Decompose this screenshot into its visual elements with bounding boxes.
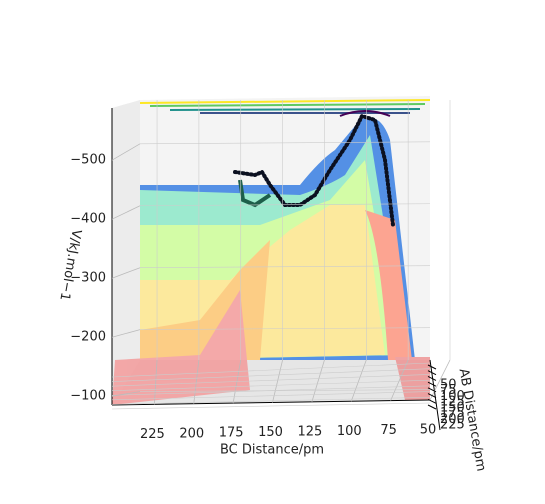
contours [139, 99, 431, 117]
z-tick-label: −200 [70, 330, 106, 345]
grid-line [111, 362, 431, 378]
grid-line [139, 327, 431, 330]
grid-line [111, 374, 431, 387]
contour [149, 103, 426, 107]
x-tick-label: 225 [140, 427, 165, 442]
y-tick-label: 125 [440, 395, 465, 410]
x-tick-label: 200 [179, 426, 204, 441]
grid-line [111, 391, 431, 401]
grid-line [111, 396, 431, 405]
trajectory [238, 179, 272, 208]
trajectory [233, 113, 395, 227]
contour [139, 99, 431, 104]
y-tick-label: 175 [440, 406, 465, 421]
z-tick-label: −500 [70, 153, 106, 168]
x-tick-label: 175 [219, 426, 244, 441]
grid-line [193, 359, 200, 404]
grid-line [111, 267, 141, 279]
y-tick-label: 200 [440, 412, 465, 427]
z-tick-label: −100 [70, 389, 106, 404]
grid-line [111, 368, 431, 382]
z-tick-label: −400 [70, 212, 106, 227]
y-tick [427, 375, 437, 381]
y-tick [427, 393, 437, 399]
surface-band [365, 210, 412, 360]
x-tick-label: 150 [258, 425, 283, 440]
y-tick-label: 75 [440, 383, 457, 398]
y-tick [427, 381, 437, 387]
surface [112, 117, 430, 405]
z-axis-label: V/kJ.mol−1 [56, 228, 83, 302]
grid-line [111, 379, 431, 392]
y-tick-label: 50 [440, 378, 457, 393]
y-tick [427, 387, 437, 393]
grid-line [139, 265, 431, 269]
grid-line [111, 205, 141, 220]
x-tick-label: 75 [380, 423, 397, 438]
grid-line [311, 359, 325, 402]
grid-line [139, 141, 431, 145]
x-axis-label: BC Distance/pm [220, 443, 324, 458]
z-tick-label: −300 [70, 271, 106, 286]
surface-band [395, 357, 430, 400]
y-tick-label: 225 [440, 418, 465, 433]
grid-line [153, 359, 158, 405]
grid-line [111, 391, 141, 397]
grid-line [390, 359, 409, 401]
contour [169, 108, 421, 111]
grid-line [429, 359, 451, 401]
grid-line [350, 359, 367, 402]
grid-line [139, 203, 431, 207]
surface-band [112, 290, 250, 405]
contour [339, 110, 391, 117]
x-axis [111, 399, 431, 406]
x-tick-label: 125 [297, 424, 322, 439]
y-tick [427, 370, 437, 376]
grid-line [111, 329, 141, 338]
x-tick-label: 100 [337, 424, 362, 439]
y-tick [427, 364, 437, 370]
grid-line [111, 402, 431, 410]
grid-line [139, 389, 431, 392]
y-tick [427, 398, 437, 404]
grid-line [111, 143, 141, 161]
y-tick-label: 150 [440, 400, 465, 415]
pane-left [112, 100, 140, 405]
x-tick-label: 50 [420, 423, 437, 438]
y-tick [427, 404, 437, 410]
y-tick-label: 100 [440, 389, 465, 404]
y-axis [429, 359, 441, 431]
